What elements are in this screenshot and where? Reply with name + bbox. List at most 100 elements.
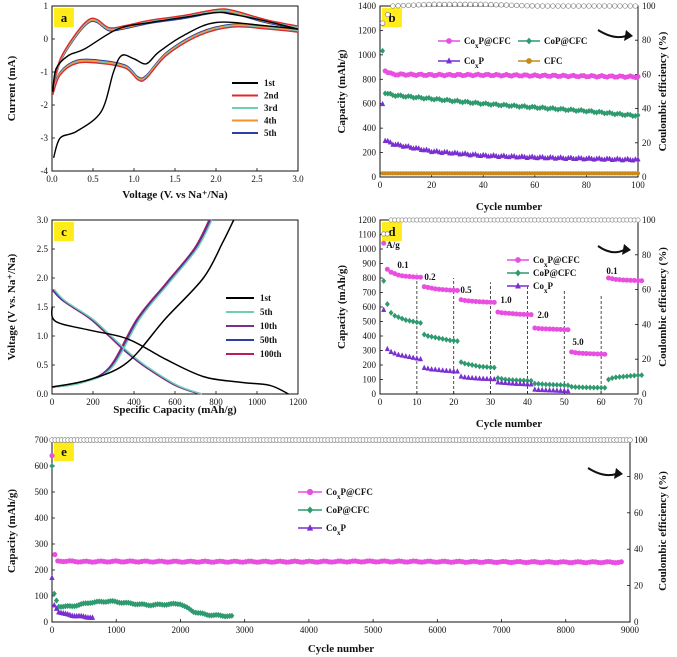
rate-label: 2.0 [537, 310, 549, 320]
y-tick-label: 1 [44, 1, 49, 11]
ce-point [493, 2, 499, 8]
data-point-CoP@CFC [454, 337, 460, 345]
data-point-CoxP@CFC [491, 299, 497, 305]
data-point-CoP@CFC [598, 384, 604, 391]
data-point-CoP@CFC [587, 384, 593, 391]
x-axis-label: Cycle number [476, 418, 542, 430]
data-point-CoxP [423, 146, 430, 152]
ce-point [596, 3, 602, 9]
y-tick-label: 500 [363, 317, 377, 327]
y-tick-label: 1000 [358, 50, 377, 60]
x-tick-label: 0.5 [87, 174, 99, 184]
x-tick-label: 4000 [300, 625, 319, 635]
data-point-CoxP [443, 367, 449, 373]
data-point-CoP@CFC [488, 364, 494, 371]
x-tick-label: 2.5 [251, 174, 263, 184]
data-point-CoP@CFC [432, 334, 438, 341]
data-point-CoxP [550, 154, 556, 160]
data-point-CoxP [403, 352, 409, 359]
data-point-CoxP [392, 350, 398, 356]
ce-point [498, 2, 504, 8]
data-point-CoP@CFC [583, 384, 589, 391]
x-tick-label: 50 [560, 397, 570, 407]
x-tick-label: 9000 [621, 625, 640, 635]
x-tick-label: 80 [582, 180, 592, 190]
data-point-CoP@CFC [229, 612, 235, 619]
legend-label-CoP@CFC: CoP@CFC [544, 36, 587, 46]
panel-a: 0.0 0.5 1.0 1.5 2.0 2.5 3.0 -4 -3 -2 -1 0 1 a 1st 2nd 3r… [6, 1, 304, 201]
ce-point [457, 1, 463, 7]
legend-marker-CoP@CFC [526, 37, 532, 45]
ce-arrow-head [614, 468, 623, 479]
y-tick-label: 400 [363, 123, 377, 133]
y-axis-label: Capacity (mAh/g) [336, 49, 348, 133]
ce-point [632, 3, 639, 9]
data-point-CoxP [454, 368, 460, 374]
data-point-CoxP [434, 147, 440, 154]
data-point-CoP@CFC [532, 380, 538, 387]
data-point-CoxP [379, 100, 386, 107]
ce-point [379, 20, 386, 26]
data-point-CoxP@CFC [52, 551, 58, 558]
data-point-CoxP [506, 379, 512, 386]
y2-tick-label: 60 [642, 69, 652, 79]
data-point-CoxP [561, 387, 567, 394]
legend-label-CoxP@CFC: CoxP@CFC [464, 36, 511, 50]
data-point-CoP@CFC [381, 277, 387, 284]
cv-curve-5th [52, 23, 299, 93]
data-point-CoxP [554, 387, 560, 393]
data-point-CoP@CFC [617, 110, 623, 117]
gcd-curve-1st-charge [51, 219, 235, 388]
y-tick-label: 900 [363, 259, 377, 269]
legend-label-part: x [337, 529, 341, 537]
data-point-CoP@CFC [605, 376, 612, 383]
y-tick-label: 400 [363, 331, 377, 341]
y-tick-label: 0 [44, 617, 49, 627]
y-tick-label: 300 [363, 346, 377, 356]
y-axis-label: Capacity (mAh/g) [336, 265, 348, 349]
x-tick-label: 1000 [107, 625, 126, 635]
ce-point [385, 11, 391, 18]
ce-arrow-head [624, 30, 633, 41]
ce-point [539, 3, 546, 9]
y-tick-label: -1 [41, 67, 49, 77]
data-point-CoxP [421, 364, 427, 370]
x-tick-label: 200 [86, 397, 100, 407]
data-point-CoP@CFC [483, 100, 489, 107]
data-point-CoP@CFC [594, 384, 600, 391]
legend-label-CoxP@CFC: CoxP@CFC [326, 487, 373, 501]
data-point-CoxP [539, 386, 545, 393]
data-point-CoxP [607, 155, 613, 161]
y-axis-label: Capacity (mAh/g) [6, 489, 18, 573]
rate-label: 0.5 [460, 285, 472, 295]
legend-label-CFC: CFC [544, 56, 563, 66]
rate-label: A/g [386, 240, 400, 250]
data-point-CoxP [49, 574, 55, 580]
data-point-CoP@CFC [436, 335, 442, 342]
ce-point [483, 1, 489, 8]
ce-point [524, 3, 530, 9]
legend-marker-CoxP@CFC [515, 257, 521, 263]
y2-tick-label: 0 [642, 172, 647, 182]
data-point-CoP@CFC [576, 384, 582, 391]
data-point-CoP@CFC [406, 317, 413, 324]
y-tick-label: 600 [363, 99, 377, 109]
legend-label-1st: 1st [264, 78, 275, 88]
data-point-CoP@CFC [521, 102, 528, 110]
data-point-CoxP [454, 149, 460, 156]
data-point-CoP@CFC [476, 363, 483, 370]
legend-label-50th: 50th [260, 335, 277, 345]
x-tick-label: 6000 [428, 625, 447, 635]
data-point-CoxP@CFC [528, 312, 534, 318]
y-tick-label: 800 [363, 273, 377, 283]
x-tick-label: 2000 [171, 625, 190, 635]
gcd-curve-100th-charge [51, 219, 210, 388]
data-point-CoP@CFC [421, 331, 427, 338]
ce-point [405, 2, 412, 8]
data-point-CoxP [473, 374, 479, 381]
x-tick-label: 800 [209, 397, 223, 407]
panel-d: 0 10 20 30 40 50 60 700100200300400500600700800… [336, 215, 669, 430]
x-axis-label: Cycle number [308, 643, 374, 655]
legend-label-10th: 10th [260, 321, 277, 331]
data-point-CoxP [395, 140, 401, 147]
